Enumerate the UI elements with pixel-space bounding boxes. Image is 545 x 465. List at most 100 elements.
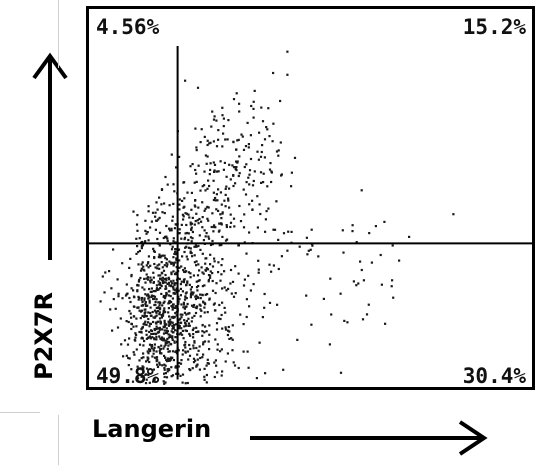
data-point — [234, 265, 237, 268]
data-point — [137, 284, 140, 287]
data-point — [232, 184, 235, 188]
data-point — [201, 330, 204, 333]
data-point — [162, 295, 165, 298]
data-point — [290, 230, 293, 233]
data-point — [163, 321, 166, 324]
data-point — [147, 210, 150, 213]
data-point — [235, 92, 238, 95]
data-point — [257, 268, 260, 271]
data-point — [183, 278, 186, 281]
data-point — [263, 306, 266, 309]
data-point — [227, 329, 230, 332]
data-point — [220, 217, 223, 220]
data-point — [206, 187, 209, 190]
data-point — [192, 361, 196, 364]
data-point — [163, 323, 166, 326]
data-point — [258, 131, 261, 134]
data-point — [132, 315, 135, 318]
data-point — [383, 220, 386, 223]
data-point — [309, 248, 312, 251]
data-point — [193, 254, 196, 257]
data-point — [263, 292, 266, 296]
data-point — [207, 179, 210, 182]
data-point — [187, 232, 190, 235]
data-point — [180, 237, 183, 240]
data-point — [213, 361, 216, 364]
data-point — [225, 224, 228, 227]
data-point — [183, 238, 186, 241]
data-point — [191, 216, 194, 219]
data-point — [231, 280, 235, 283]
data-point — [209, 270, 212, 273]
data-point — [169, 295, 172, 298]
data-point — [201, 324, 204, 327]
data-point — [189, 247, 192, 250]
data-point — [135, 317, 138, 320]
data-point — [247, 274, 250, 277]
data-point — [216, 343, 219, 346]
data-point — [177, 324, 180, 327]
data-point — [190, 240, 193, 243]
data-point — [119, 317, 122, 320]
data-point — [390, 285, 393, 288]
data-point — [192, 344, 195, 347]
data-point — [273, 228, 277, 231]
data-point — [238, 102, 241, 105]
data-point — [143, 311, 146, 314]
data-point — [166, 368, 169, 371]
data-point — [162, 380, 165, 383]
data-point — [146, 356, 149, 359]
data-point — [187, 324, 190, 327]
data-point — [248, 183, 251, 186]
data-point — [178, 228, 181, 231]
data-point — [152, 349, 155, 352]
data-point — [126, 343, 130, 346]
data-point — [213, 224, 216, 227]
data-point — [271, 140, 274, 143]
data-point — [161, 314, 165, 317]
data-point — [230, 292, 233, 295]
data-point — [142, 352, 145, 355]
data-point — [203, 375, 206, 378]
data-point — [215, 170, 218, 173]
data-point — [206, 293, 209, 296]
data-point — [229, 225, 232, 229]
data-point — [187, 271, 190, 274]
data-point — [203, 306, 206, 309]
data-point — [239, 313, 242, 316]
data-point — [144, 293, 147, 296]
data-point — [117, 292, 120, 295]
data-point — [290, 185, 293, 188]
data-point — [190, 320, 193, 323]
data-point — [167, 307, 170, 310]
data-point — [164, 296, 167, 299]
data-point — [272, 228, 275, 231]
data-point — [144, 302, 147, 305]
data-point — [171, 321, 174, 324]
data-point — [204, 235, 207, 238]
data-point — [166, 263, 169, 266]
y-axis-arrow — [30, 50, 70, 260]
data-point — [214, 196, 217, 200]
data-point — [144, 320, 147, 323]
data-point — [182, 281, 186, 284]
data-point — [260, 150, 263, 154]
data-point — [181, 255, 184, 258]
data-point — [183, 307, 186, 310]
data-point — [140, 267, 143, 270]
data-point — [164, 331, 167, 334]
data-point — [125, 354, 128, 357]
data-point — [222, 132, 225, 135]
data-point — [185, 291, 188, 294]
data-point — [227, 199, 230, 202]
data-point — [173, 190, 176, 193]
data-point — [192, 291, 195, 294]
data-point — [194, 311, 198, 315]
data-point — [199, 315, 202, 318]
data-point — [184, 246, 187, 249]
data-point — [168, 350, 171, 353]
data-point — [168, 315, 171, 318]
data-point — [232, 361, 235, 364]
data-point — [144, 281, 147, 284]
data-point — [357, 282, 360, 285]
